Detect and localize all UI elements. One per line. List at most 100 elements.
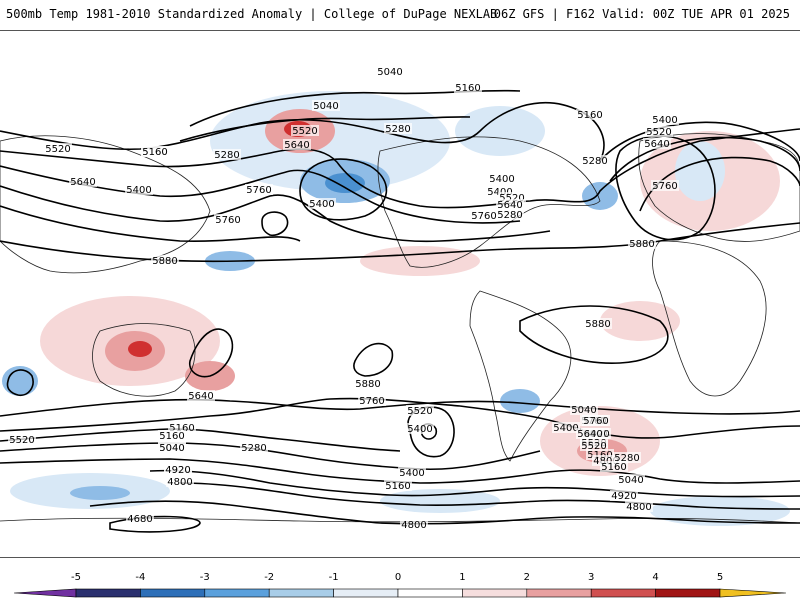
contour-label-bg [576, 428, 604, 439]
contour-label: 5760 [471, 211, 496, 222]
contour-label-bg [384, 480, 412, 491]
contour-label: 5280 [241, 443, 266, 454]
contour-label: 5160 [142, 147, 167, 158]
contour-label: 4800 [401, 520, 426, 531]
contour-label-bg [643, 138, 671, 149]
contour-label-bg [384, 123, 412, 134]
contour-label-bg [651, 114, 679, 125]
contour-label: 5400 [553, 423, 578, 434]
africa-coast [652, 240, 767, 397]
contour-label-bg [354, 378, 382, 389]
contour-closed-high [353, 342, 394, 377]
colorbar-swatch [75, 588, 141, 598]
contour-label-bg [245, 184, 273, 195]
contour-label-bg [8, 434, 36, 445]
contour-label: 5640 [577, 429, 602, 440]
north-america-coast [377, 136, 601, 268]
colorbar-tick-label: 3 [588, 572, 595, 583]
contour-closed-high [519, 305, 669, 364]
contour-label: 4800 [626, 502, 651, 513]
contour-label-bg [406, 405, 434, 416]
map-panel: 5040516050405160540055205640528055205160… [0, 30, 800, 558]
contour-label-bg [406, 423, 434, 434]
contour-label-bg [610, 490, 638, 501]
contour-label: 5760 [652, 181, 677, 192]
contour-label-bg [580, 440, 608, 451]
height-contours [0, 89, 800, 533]
colorbar-tick-label: 0 [394, 572, 402, 583]
contour-label-bg [581, 155, 609, 166]
contour-label-bg [496, 209, 524, 220]
contour-label-bg [141, 146, 169, 157]
contour-label-bg [454, 82, 482, 93]
contour-label: 5280 [497, 210, 522, 221]
colorbar-tick-label: 4 [652, 572, 659, 583]
contour-label: 5520 [407, 406, 432, 417]
contour-label: 5520 [9, 435, 34, 446]
contour-label-bg [168, 422, 196, 433]
contour-label: 4920 [611, 491, 636, 502]
contour-line [609, 136, 800, 182]
contour-label: 5040 [159, 443, 184, 454]
contour-label-bg [376, 66, 404, 77]
contour-label-bg [592, 455, 620, 466]
contour-label: 5640 [497, 200, 522, 211]
australia-coast [92, 323, 196, 397]
contour-label-bg [151, 255, 179, 266]
colorbar-tick-label: -1 [328, 572, 339, 583]
contour-label-bg [214, 214, 242, 225]
contour-label: 5160 [455, 83, 480, 94]
colorbar-extend-high [719, 588, 787, 598]
contour-line [179, 116, 471, 142]
contour-label: 5520 [499, 193, 524, 204]
contour-line [0, 185, 551, 243]
contour-line [459, 405, 800, 439]
contour-label-bg [400, 519, 428, 530]
contour-label: 5400 [407, 424, 432, 435]
contour-label-bg [308, 198, 336, 209]
contour-closed-high [188, 328, 234, 378]
colorbar-tick-label: -4 [135, 572, 146, 583]
contour-label: 4800 [167, 477, 192, 488]
contour-label-bg [625, 501, 653, 512]
contour-closed-low [299, 158, 388, 221]
contour-label: 5880 [629, 239, 654, 250]
cool-anomaly-area [675, 141, 725, 201]
contour-line [0, 101, 605, 162]
contour-line [0, 442, 541, 471]
contour-line [149, 469, 800, 498]
colorbar-tick-label: 5 [716, 572, 724, 583]
contour-label-bg [584, 318, 612, 329]
colorbar-swatch [462, 588, 528, 598]
contour-label-bg [600, 461, 628, 472]
contour-label-bg [613, 452, 641, 463]
contour-line [0, 428, 401, 452]
colorbar-swatch [333, 588, 399, 598]
contour-label-bg [486, 186, 514, 197]
contour-label-bg [158, 442, 186, 453]
map-title: 500mb Temp 1981-2010 Standardized Anomal… [6, 7, 498, 21]
contour-label: 5160 [159, 431, 184, 442]
contour-label: 5280 [214, 150, 239, 161]
contour-label: 5040 [571, 405, 596, 416]
colorbar-scale [13, 588, 787, 598]
header-bar: 500mb Temp 1981-2010 Standardized Anomal… [0, 0, 800, 30]
contour-label: 5280 [614, 453, 639, 464]
contour-label: 5880 [152, 256, 177, 267]
contour-label-bg [213, 149, 241, 160]
contour-label: 5880 [585, 319, 610, 330]
contour-label: 5040 [313, 101, 338, 112]
contour-label-bg [158, 430, 186, 441]
contour-label-bg [358, 395, 386, 406]
warm-anomaly-area [360, 246, 480, 276]
contour-labels: 5040516050405160540055205640528055205160… [8, 66, 679, 531]
contour-label-bg [645, 126, 673, 137]
contour-label-bg [312, 100, 340, 111]
contour-label: 5760 [359, 396, 384, 407]
run-valid-time: 06Z GFS | F162 Valid: 00Z TUE APR 01 202… [493, 7, 790, 21]
contour-label: 5400 [489, 174, 514, 185]
contour-label: 5400 [652, 115, 677, 126]
contour-label-bg [496, 199, 524, 210]
contour-label-bg [570, 404, 598, 415]
contour-label: 5520 [646, 127, 671, 138]
